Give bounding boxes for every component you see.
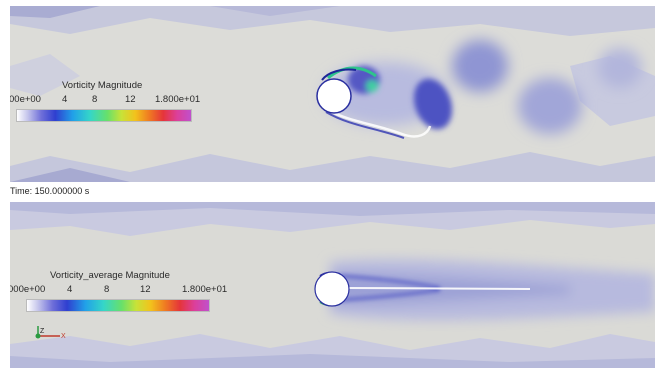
svg-text:X: X xyxy=(61,333,66,340)
time-label: Time: 150.000000 s xyxy=(10,186,90,196)
vorticity-average-field-render xyxy=(10,202,655,368)
cylinder-obstacle xyxy=(314,271,350,307)
color-scale-bar xyxy=(26,299,210,312)
svg-text:Z: Z xyxy=(40,328,45,335)
vorticity-magnitude-panel: Vorticity Magnitude 00e+00 4 8 12 1.800e… xyxy=(10,6,655,182)
vorticity-average-panel: Vorticity_average Magnitude 000e+00 4 8 … xyxy=(10,202,655,368)
legend-tick-labels: 00e+00 4 8 12 1.800e+01 xyxy=(10,94,210,106)
legend-tick: 8 xyxy=(104,284,110,295)
cylinder-obstacle xyxy=(316,78,352,114)
legend-tick: 1.800e+01 xyxy=(155,94,201,105)
legend-tick: 000e+00 xyxy=(10,284,46,295)
legend-tick: 1.800e+01 xyxy=(182,284,228,295)
legend-tick: 12 xyxy=(125,94,136,105)
legend-title: Vorticity_average Magnitude xyxy=(50,270,170,281)
legend-tick: 00e+00 xyxy=(10,94,41,105)
vorticity-field-render xyxy=(10,6,655,182)
legend-tick: 4 xyxy=(62,94,68,105)
legend-tick-labels: 000e+00 4 8 12 1.800e+01 xyxy=(10,284,227,296)
legend-tick: 4 xyxy=(67,284,73,295)
color-scale-bar xyxy=(16,109,192,122)
orientation-axes-icon: Z X xyxy=(35,326,66,340)
legend-title: Vorticity Magnitude xyxy=(62,80,143,91)
legend-tick: 8 xyxy=(92,94,98,105)
legend-tick: 12 xyxy=(140,284,151,295)
